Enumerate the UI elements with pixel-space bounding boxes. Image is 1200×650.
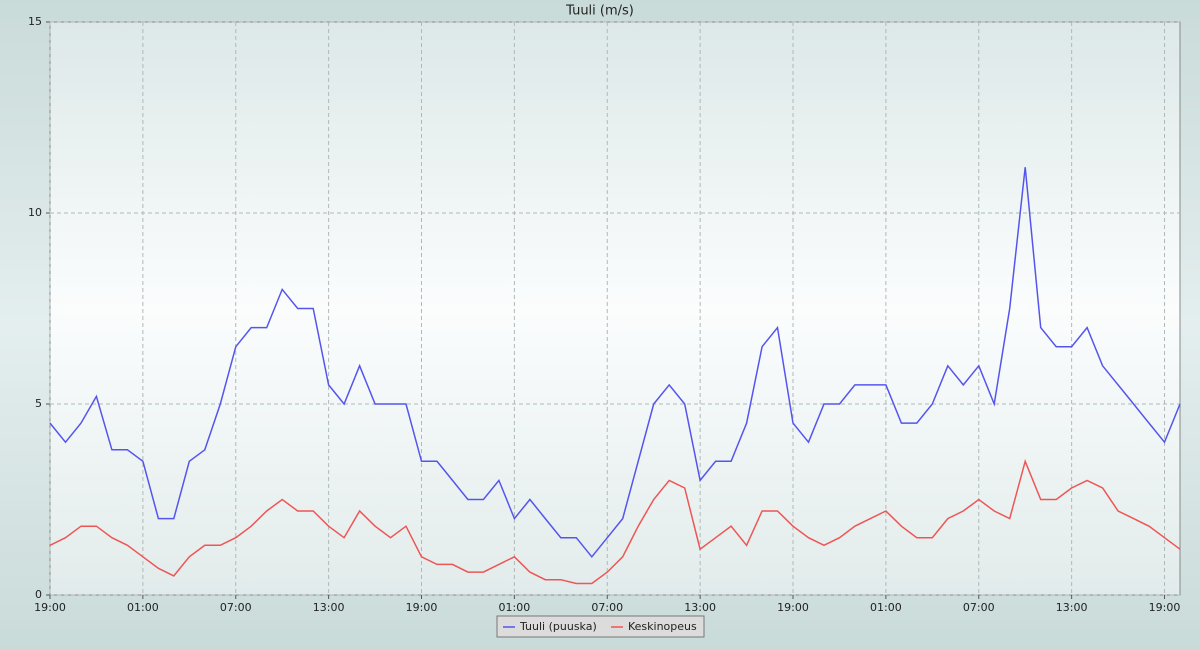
legend-label: Tuuli (puuska) — [519, 620, 597, 633]
x-tick-label: 07:00 — [591, 601, 623, 614]
y-tick-label: 5 — [35, 397, 42, 410]
x-tick-label: 13:00 — [684, 601, 716, 614]
x-tick-label: 01:00 — [127, 601, 159, 614]
x-tick-label: 13:00 — [1056, 601, 1088, 614]
series-line — [49, 458, 1181, 585]
x-tick-label: 19:00 — [777, 601, 809, 614]
x-tick-label: 13:00 — [313, 601, 345, 614]
y-tick-label: 10 — [28, 206, 42, 219]
plot-area — [49, 21, 1181, 596]
legend-label: Keskinopeus — [628, 620, 697, 633]
y-tick-label: 0 — [35, 588, 42, 601]
legend-box — [496, 615, 705, 638]
x-tick-label: 07:00 — [963, 601, 995, 614]
chart-title: Tuuli (m/s) — [565, 4, 634, 19]
x-tick-label: 01:00 — [870, 601, 902, 614]
series-line — [49, 167, 1181, 558]
x-tick-label: 07:00 — [220, 601, 252, 614]
x-tick-label: 19:00 — [1149, 601, 1181, 614]
x-tick-label: 19:00 — [34, 601, 66, 614]
y-tick-label: 15 — [28, 15, 42, 28]
x-tick-label: 01:00 — [499, 601, 531, 614]
x-tick-label: 19:00 — [406, 601, 438, 614]
